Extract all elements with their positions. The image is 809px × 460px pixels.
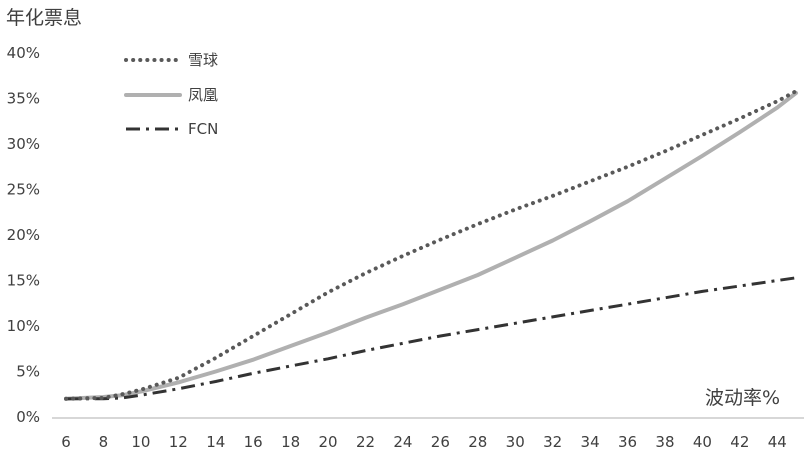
y-tick-label: 30% (7, 135, 40, 153)
series-line-2 (66, 276, 797, 401)
y-tick-label: 40% (7, 44, 40, 62)
y-tick-label: 20% (7, 226, 40, 244)
series-lines (64, 89, 798, 401)
series-line-1 (64, 91, 798, 401)
x-tick-label: 16 (244, 433, 263, 451)
x-tick-label: 40 (693, 433, 712, 451)
x-tick-label: 14 (206, 433, 225, 451)
x-tick-label: 30 (506, 433, 525, 451)
x-tick-label: 34 (581, 433, 600, 451)
legend-label: 凤凰 (188, 86, 218, 104)
y-tick-label: 35% (7, 90, 40, 108)
x-tick-label: 18 (281, 433, 300, 451)
x-axis-ticks: 6 8 10 12 14 16 18 20 22 24 26 28 30 32 34 36 38 40 42 44 (61, 433, 787, 451)
y-tick-label: 25% (7, 181, 40, 199)
x-tick-label: 8 (99, 433, 109, 451)
series-line-0 (64, 89, 798, 401)
y-tick-label: 0% (16, 408, 40, 426)
x-tick-label: 42 (730, 433, 749, 451)
x-tick-label: 24 (393, 433, 412, 451)
y-tick-label: 10% (7, 317, 40, 335)
x-tick-label: 36 (618, 433, 637, 451)
x-tick-label: 32 (543, 433, 562, 451)
legend-label: 雪球 (188, 51, 218, 69)
x-tick-label: 22 (356, 433, 375, 451)
x-tick-label: 6 (61, 433, 71, 451)
x-tick-label: 10 (131, 433, 150, 451)
y-tick-label: 15% (7, 272, 40, 290)
x-tick-label: 26 (431, 433, 450, 451)
y-axis-ticks: 0% 5% 10% 15% 20% 25% 30% 35% 40% (7, 44, 40, 426)
x-tick-label: 20 (319, 433, 338, 451)
legend-label: FCN (188, 120, 218, 138)
y-axis-label: 年化票息 (6, 7, 82, 29)
x-tick-label: 12 (169, 433, 188, 451)
y-tick-label: 5% (16, 363, 40, 381)
x-tick-label: 28 (468, 433, 487, 451)
x-tick-label: 38 (655, 433, 674, 451)
x-axis-label: 波动率% (705, 387, 780, 409)
x-tick-label: 44 (768, 433, 787, 451)
